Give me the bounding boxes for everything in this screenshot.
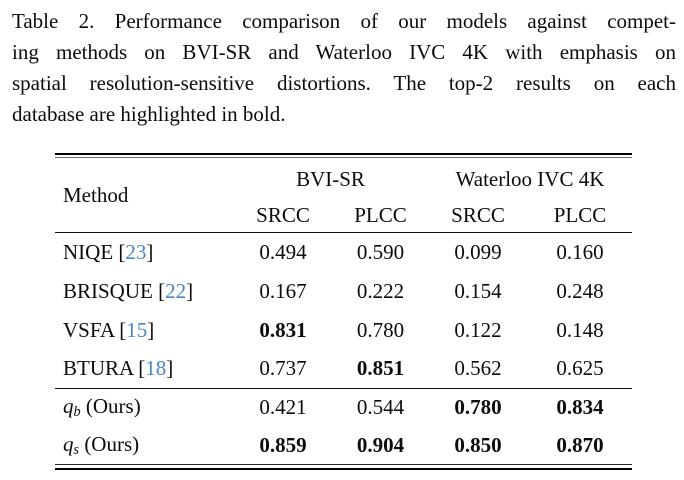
table-row: BRISQUE [22] 0.167 0.222 0.154 0.248: [55, 272, 632, 311]
header-rule: [55, 232, 632, 234]
citation-link[interactable]: 15: [126, 317, 148, 342]
value-cell: 0.148: [556, 317, 604, 342]
table-row: qb (Ours) 0.421 0.544 0.780 0.834: [55, 389, 632, 427]
method-label: ]: [147, 317, 155, 342]
value-cell: 0.834: [556, 395, 604, 420]
value-cell: 0.904: [356, 432, 405, 457]
caption-line: Table 2. Performance comparison of our m…: [12, 9, 676, 33]
value-cell: 0.248: [556, 278, 604, 303]
method-cell: BRISQUE [22]: [55, 279, 233, 304]
value-cell: 0.222: [356, 278, 405, 303]
method-label: ]: [146, 240, 154, 265]
value-cell: 0.625: [556, 356, 604, 381]
method-label: ]: [186, 278, 194, 303]
value-cell: 0.160: [556, 240, 604, 265]
value-cell: 0.421: [259, 395, 307, 420]
value-cell: 0.780: [454, 395, 502, 420]
table-row: BTURA [18] 0.737 0.851 0.562 0.625: [55, 349, 632, 388]
column-group-bvi-sr: BVI-SR: [296, 166, 365, 191]
method-label: VSFA [: [63, 317, 127, 342]
results-table: Method BVI-SR Waterloo IVC 4K SRCC PLCC …: [55, 153, 632, 470]
table-row: VSFA [15] 0.831 0.780 0.122 0.148: [55, 311, 632, 350]
header-subcolumn-row: SRCC PLCC SRCC PLCC: [233, 198, 632, 232]
value-cell: 0.851: [356, 356, 405, 381]
ours-rows: qb (Ours) 0.421 0.544 0.780 0.834 qs (Ours) 0.…: [55, 389, 632, 464]
value-cell: 0.780: [356, 317, 405, 342]
value-cell: 0.831: [259, 317, 307, 342]
method-cell: BTURA [18]: [55, 356, 233, 381]
table-row: qs (Ours) 0.859 0.904 0.850 0.870: [55, 427, 632, 465]
method-variable: q: [63, 431, 74, 456]
value-cell: 0.859: [259, 432, 307, 457]
value-cell: 0.154: [454, 278, 502, 303]
value-cell: 0.099: [454, 240, 502, 265]
value-cell: 0.737: [259, 356, 307, 381]
value-cell: 0.544: [356, 395, 405, 420]
value-cell: 0.590: [356, 240, 405, 265]
method-variable: q: [63, 394, 74, 419]
method-cell: qs (Ours): [55, 432, 233, 459]
caption-line: spatial resolution-sensitive distortions…: [12, 71, 676, 95]
header-group-row: BVI-SR Waterloo IVC 4K: [233, 158, 632, 200]
value-cell: 0.870: [556, 432, 604, 457]
citation-link[interactable]: 23: [125, 240, 147, 265]
method-subscript: s: [73, 442, 80, 458]
column-header-method: Method: [63, 182, 129, 207]
column-header-srcc: SRCC: [451, 202, 505, 227]
citation-link[interactable]: 22: [165, 278, 187, 303]
value-cell: 0.167: [259, 278, 307, 303]
method-label: ]: [166, 356, 174, 381]
caption-line: database are highlighted in bold.: [12, 102, 286, 126]
table-header: Method BVI-SR Waterloo IVC 4K SRCC PLCC …: [55, 158, 632, 232]
method-subscript: b: [73, 404, 81, 421]
column-header-srcc: SRCC: [256, 202, 310, 227]
method-label: BTURA [: [63, 356, 146, 381]
method-cell: qb (Ours): [55, 394, 233, 421]
method-label: NIQE [: [63, 240, 126, 265]
caption-line: ing methods on BVI-SR and Waterloo IVC 4…: [12, 40, 676, 64]
baseline-rows: NIQE [23] 0.494 0.590 0.099 0.160 BRISQUE [22…: [55, 233, 632, 388]
method-label: (Ours): [79, 431, 140, 456]
value-cell: 0.562: [454, 356, 502, 381]
column-group-waterloo-ivc-4k: Waterloo IVC 4K: [455, 166, 605, 191]
value-cell: 0.850: [454, 432, 502, 457]
table-caption: Table 2. Performance comparison of our m…: [12, 6, 676, 130]
value-cell: 0.122: [454, 317, 502, 342]
table-row: NIQE [23] 0.494 0.590 0.099 0.160: [55, 233, 632, 272]
table-top-rule: [55, 153, 632, 159]
method-cell: NIQE [23]: [55, 240, 233, 265]
value-cell: 0.494: [259, 240, 307, 265]
method-label: (Ours): [80, 394, 141, 419]
method-label: BRISQUE [: [63, 278, 166, 303]
column-header-plcc: PLCC: [553, 202, 607, 227]
section-rule: [55, 388, 632, 390]
column-header-plcc: PLCC: [354, 202, 407, 227]
citation-link[interactable]: 18: [145, 356, 167, 381]
method-cell: VSFA [15]: [55, 318, 233, 343]
table-bottom-rule: [55, 464, 632, 470]
